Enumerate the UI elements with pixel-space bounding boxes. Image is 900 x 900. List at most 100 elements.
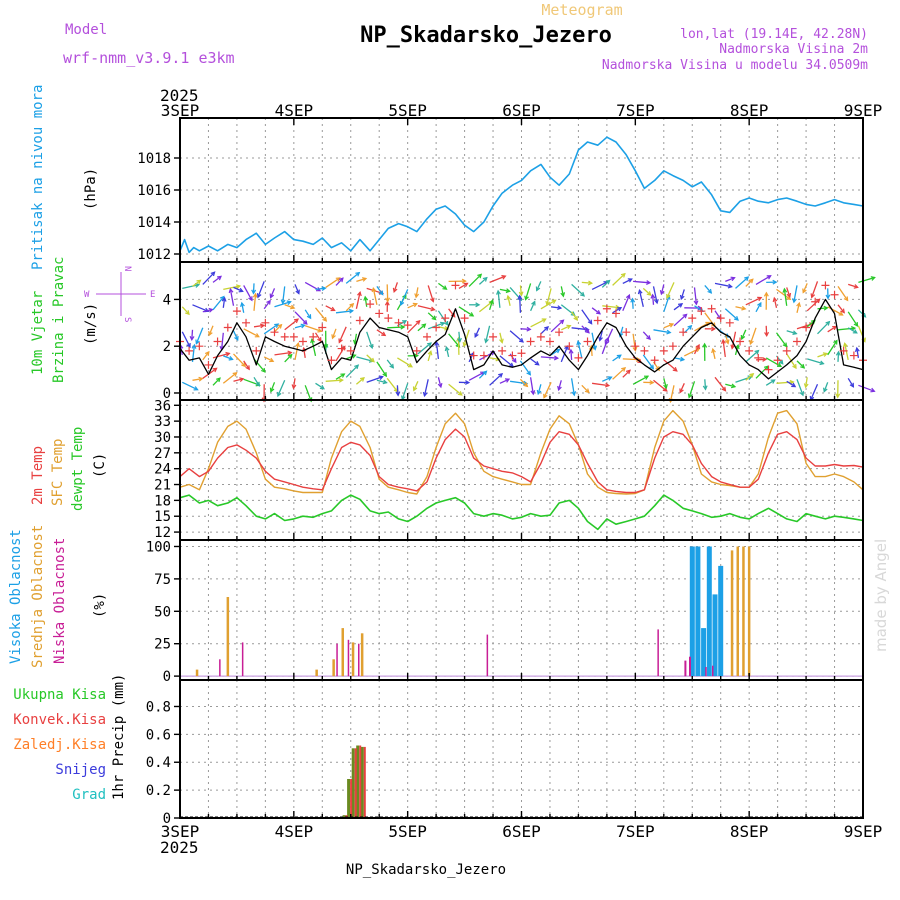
wind-arrow	[243, 285, 253, 301]
wind-arrow-head	[825, 320, 831, 326]
precip-conv-bar	[359, 745, 362, 818]
wind-arrow-head	[544, 326, 549, 331]
wind-arrow	[793, 285, 798, 303]
wind-arrow-head	[427, 350, 433, 356]
wind-arrow	[277, 380, 286, 397]
wind-arrow-head	[625, 369, 631, 375]
y-tick-label: 12	[154, 525, 171, 541]
wind-arrow	[524, 283, 532, 300]
temperature-labels: 2m Temp SFC Temp dewpt Temp (C)	[30, 427, 108, 511]
wind-arrow	[817, 352, 828, 358]
wind-arrow	[499, 332, 503, 343]
wind-arrow	[202, 351, 210, 361]
wind-gust-marker	[725, 318, 734, 327]
wind-arrow	[208, 325, 214, 336]
wind-arrow-head	[482, 370, 488, 376]
day-label-top: 3SEP	[161, 101, 200, 120]
wind-gust-marker	[355, 316, 364, 325]
wind-arrow	[468, 371, 485, 381]
wind-arrow	[407, 303, 418, 309]
wind-arrow-head	[499, 338, 504, 344]
wind-gust-marker	[252, 346, 261, 355]
wind-arrow	[612, 307, 622, 314]
wind-gust-marker	[631, 342, 640, 351]
wind-arrow	[755, 358, 767, 361]
wind-arrow-head	[378, 290, 384, 296]
year-bottom: 2025	[160, 838, 199, 857]
wind-arrow-head	[392, 287, 398, 293]
cloud-bar	[241, 642, 244, 677]
wind-arrow	[233, 378, 244, 382]
wind-arrow	[735, 276, 749, 289]
cloud-bar	[657, 629, 659, 677]
wind-arrow	[540, 326, 549, 335]
model-elevation-label: Nadmorska Visina u modelu 34.0509m	[602, 58, 868, 73]
day-label-bottom: 7SEP	[616, 822, 655, 841]
wind-arrow	[376, 379, 387, 384]
wind-arrow	[304, 385, 312, 402]
wind-arrow-head	[457, 337, 462, 344]
wind-arrow-head	[300, 323, 306, 329]
wind-arrow-head	[287, 350, 293, 356]
wind-arrow-head	[589, 344, 595, 350]
wind-arrow-head	[228, 287, 234, 294]
wind-gust-marker	[412, 346, 421, 355]
day-label-bottom: 6SEP	[502, 822, 541, 841]
wind-arrow	[581, 325, 590, 334]
wind-gust-marker	[716, 314, 725, 323]
wind-arrow	[507, 295, 511, 306]
wind-arrow-head	[772, 279, 778, 285]
wind-arrow-head	[378, 375, 384, 381]
wind-arrow-head	[475, 302, 481, 308]
wind-arrow-head	[501, 275, 507, 280]
wind-arrow-head	[748, 278, 754, 284]
wind-arrow	[530, 318, 546, 328]
wind-arrow-head	[338, 277, 344, 283]
wind-arrow-head	[596, 309, 601, 315]
wind-arrow	[688, 381, 696, 398]
wind-arrow-head	[431, 315, 437, 321]
cloud-bar	[684, 660, 687, 677]
wind-arrow	[652, 286, 658, 304]
wind-arrow-head	[442, 285, 448, 290]
cloud-bar	[360, 633, 364, 677]
wind-title-line2: Brzina i Pravac	[51, 257, 67, 383]
panel-frame-wind	[179, 261, 864, 401]
wind-gust-marker	[195, 342, 204, 351]
wind-arrow-head	[585, 328, 590, 334]
wind-arrow-head	[754, 349, 760, 355]
wind-arrow	[856, 347, 860, 359]
wind-arrow-head	[369, 357, 375, 363]
wind-arrow	[673, 313, 688, 327]
wind-arrow	[704, 284, 712, 294]
wind-arrow	[817, 321, 830, 335]
wind-arrow-head	[604, 382, 611, 388]
wind-arrow	[364, 296, 368, 307]
wind-arrow-head	[620, 272, 626, 278]
cloud-bar	[689, 546, 695, 677]
wind-arrow-head	[776, 362, 783, 368]
wind-arrow-head	[849, 382, 855, 388]
wind-arrow	[537, 384, 542, 395]
wind-arrow-head	[401, 320, 408, 325]
grid-layer	[180, 118, 863, 819]
day-label-top: 8SEP	[730, 101, 769, 120]
wind-arrow-head	[650, 293, 656, 299]
wind-arrow	[837, 286, 849, 301]
wind-arrow-head	[559, 319, 565, 325]
wind-arrow	[400, 289, 409, 306]
wind-arrow-head	[440, 321, 446, 327]
wind-gust-marker	[640, 346, 649, 355]
wind-arrow	[599, 330, 603, 341]
wind-arrow	[415, 287, 419, 298]
wind-arrow-head	[730, 344, 736, 350]
wind-arrow-head	[791, 382, 797, 388]
wind-arrow	[651, 294, 655, 305]
wind-arrow-head	[290, 304, 296, 310]
cloud-bar	[358, 643, 360, 677]
wind-arrow	[529, 377, 534, 395]
wind-arrow-head	[666, 293, 671, 300]
day-label-top: 9SEP	[844, 101, 883, 120]
cloud-bar	[486, 634, 489, 677]
wind-arrow-head	[505, 288, 511, 294]
